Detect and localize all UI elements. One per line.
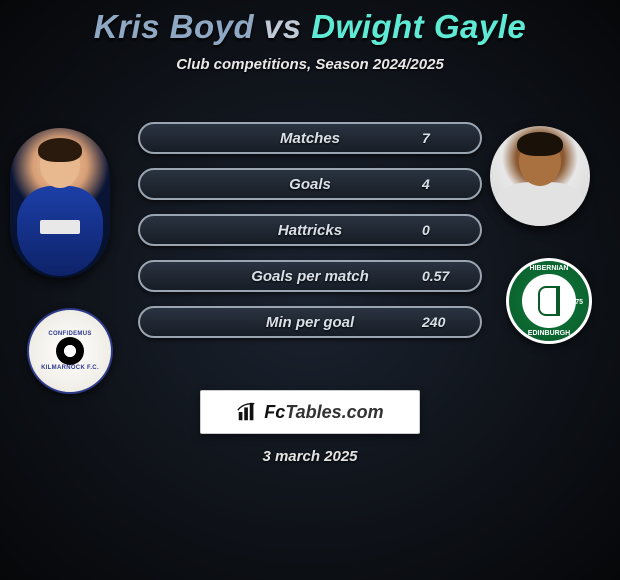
vs-label: vs [264,8,302,45]
player1-portrait [10,128,110,278]
crest2-bottom-text: EDINBURGH [528,330,570,337]
stats-container: Matches 7 Goals 4 Hattricks 0 Goals per … [138,122,482,352]
stat-row-min-per-goal: Min per goal 240 [138,306,482,338]
date-label: 3 march 2025 [0,448,620,465]
player2-hair [517,132,563,156]
player1-club-crest: CONFIDEMUS KILMARNOCK F.C. [27,308,113,394]
harp-icon [538,286,560,316]
player2-portrait [490,126,590,226]
stat-label: Matches [198,130,422,147]
stat-row-matches: Matches 7 [138,122,482,154]
subtitle: Club competitions, Season 2024/2025 [0,56,620,73]
brand-badge: FcTables.com [200,390,420,434]
stat-row-hattricks: Hattricks 0 [138,214,482,246]
stat-label: Goals per match [198,268,422,285]
crest2-year: 1875 [567,299,583,306]
crest1-bottom-text: KILMARNOCK F.C. [41,365,99,371]
brand-prefix: Fc [264,402,285,422]
stat-label: Goals [198,176,422,193]
stat-label: Min per goal [198,314,422,331]
stat-label: Hattricks [198,222,422,239]
brand-rest: Tables.com [285,402,383,422]
comparison-title: Kris Boyd vs Dwight Gayle [0,0,620,46]
stat-right-value: 7 [422,130,466,146]
crest1-ball-icon [56,337,84,365]
player1-shirt-sponsor [40,220,80,234]
player2-name: Dwight Gayle [311,8,526,45]
stat-row-goals: Goals 4 [138,168,482,200]
stat-right-value: 0.57 [422,268,466,284]
stat-right-value: 240 [422,314,466,330]
player1-hair [38,138,82,162]
player2-club-crest: HIBERNIAN EDINBURGH 1875 [506,258,592,344]
player2-shirt [495,182,585,226]
bar-chart-icon [236,401,258,423]
crest2-top-text: HIBERNIAN [530,265,569,272]
stat-right-value: 0 [422,222,466,238]
player1-name: Kris Boyd [94,8,254,45]
stat-row-goals-per-match: Goals per match 0.57 [138,260,482,292]
stat-right-value: 4 [422,176,466,192]
